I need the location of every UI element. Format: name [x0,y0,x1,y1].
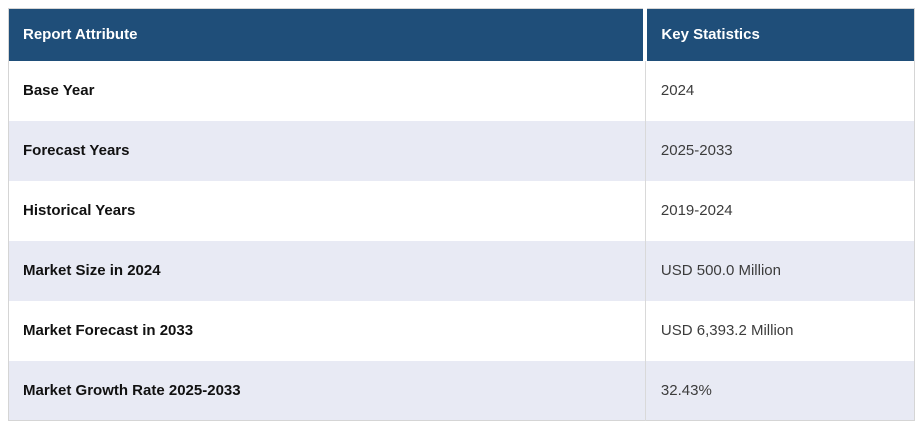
report-statistics-table: Report Attribute Key Statistics Base Yea… [8,8,915,421]
attribute-cell: Market Forecast in 2033 [23,322,194,339]
attribute-cell: Base Year [23,82,95,99]
table-row: Base Year 2024 [8,60,915,121]
attribute-cell: Market Size in 2024 [23,262,161,279]
table-row: Forecast Years 2025-2033 [8,120,915,181]
value-cell: 2024 [644,60,915,121]
table-body: Base Year 2024 Forecast Years 2025-2033 Hist… [8,60,915,421]
column-header-key-statistics: Key Statistics [643,8,915,61]
attribute-cell: Historical Years [23,202,136,219]
column-header-report-attribute: Report Attribute [8,8,646,61]
value-cell: USD 6,393.2 Million [644,300,915,361]
value-cell: 32.43% [644,360,915,421]
attribute-cell: Market Growth Rate 2025-2033 [23,381,241,399]
value-cell: 2019-2024 [644,180,915,241]
table-row: Market Forecast in 2033 USD 6,393.2 Milli… [8,300,915,361]
value-cell: USD 500.0 Million [644,240,915,301]
table-header: Report Attribute Key Statistics [8,8,915,61]
table-row: Market Growth Rate 2025-2033 32.43% [8,360,915,421]
table-row: Market Size in 2024 USD 500.0 Million [8,240,915,301]
attribute-cell: Forecast Years [23,142,130,159]
value-cell: 2025-2033 [644,120,915,181]
table-row: Historical Years 2019-2024 [8,180,915,241]
header-row: Report Attribute Key Statistics [8,8,915,61]
